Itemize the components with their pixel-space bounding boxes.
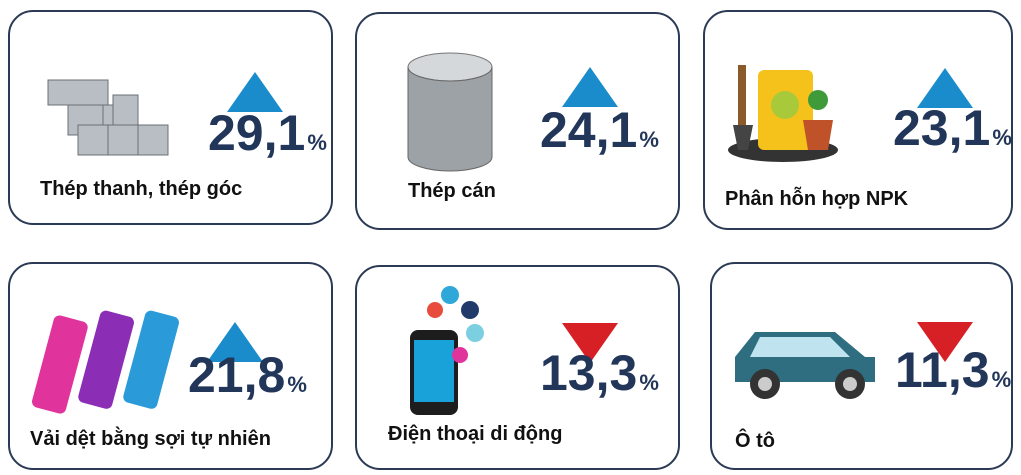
unit: % bbox=[992, 367, 1012, 392]
value: 11,3 bbox=[895, 342, 990, 398]
value: 21,8 bbox=[188, 347, 285, 403]
card: 23,1% Phân hỗn hợp NPK bbox=[704, 11, 1012, 229]
unit: % bbox=[992, 125, 1012, 150]
card-icon bbox=[408, 53, 492, 171]
label: Điện thoại di động bbox=[388, 423, 562, 445]
unit: % bbox=[639, 127, 659, 152]
card: 11,3% Ô tô bbox=[711, 263, 1012, 469]
value: 24,1 bbox=[540, 102, 637, 158]
card: 29,1% Thép thanh, thép góc bbox=[9, 11, 332, 224]
label: Vải dệt bằng sợi tự nhiên bbox=[30, 426, 271, 450]
unit: % bbox=[287, 372, 307, 397]
label: Thép thanh, thép góc bbox=[40, 178, 242, 200]
unit: % bbox=[639, 370, 659, 395]
card: 13,3% Điện thoại di động bbox=[356, 266, 679, 469]
label: Ô tô bbox=[735, 428, 775, 452]
unit: % bbox=[307, 130, 327, 155]
value: 29,1 bbox=[208, 105, 305, 161]
label: Thép cán bbox=[408, 180, 496, 202]
card: 21,8% Vải dệt bằng sợi tự nhiên bbox=[9, 263, 332, 469]
card-icon bbox=[31, 309, 181, 415]
value: 23,1 bbox=[893, 100, 990, 156]
infographic: 29,1% Thép thanh, thép góc 24,1% Thép cán 23… bbox=[0, 0, 1021, 475]
label: Phân hỗn hợp NPK bbox=[725, 186, 909, 210]
value: 13,3 bbox=[540, 345, 637, 401]
card: 24,1% Thép cán bbox=[356, 13, 679, 229]
